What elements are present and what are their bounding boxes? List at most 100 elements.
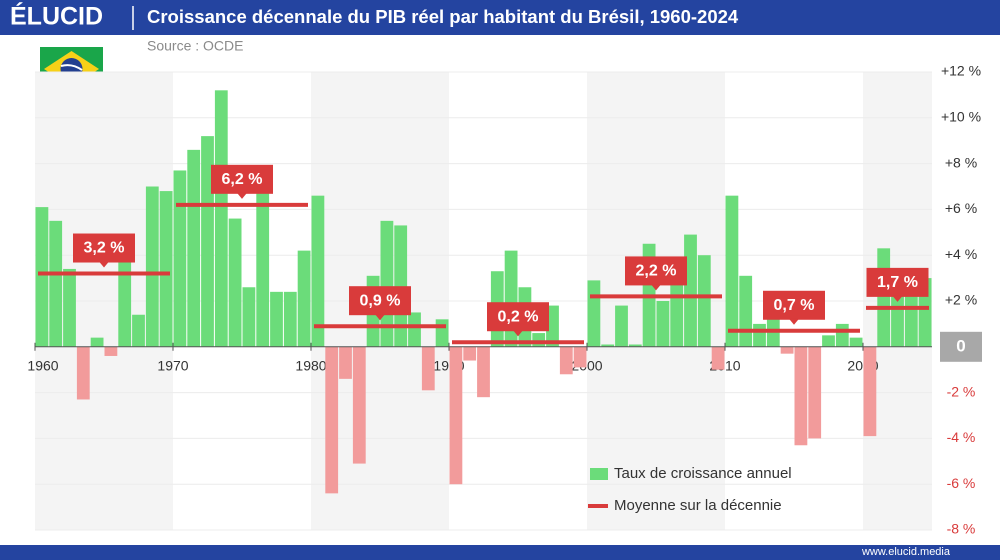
average-label-pointer [789,318,799,325]
average-label: 0,9 % [360,292,401,309]
bar [532,333,546,347]
y-tick-label: 0 [956,336,965,355]
average-label-box [349,286,411,316]
bar [794,346,808,446]
average-label: 0,7 % [774,297,815,314]
bar [477,346,490,398]
x-tick-label: 1960 [27,358,58,374]
bar [628,344,642,347]
y-tick-label: -2 % [947,383,976,399]
legend-label: Taux de croissance annuel [614,465,792,482]
average-label-box [73,233,135,263]
y-tick-label: +10 % [941,109,981,125]
bar [90,337,104,347]
bar [725,195,739,347]
zero-label-box [940,331,982,362]
bar [891,291,904,347]
bar [780,346,794,354]
bar [463,346,477,361]
average-label: 3,2 % [84,240,125,257]
average-label-pointer [237,192,247,199]
y-tick-label: -8 % [947,521,976,537]
plot: -8 % -6 % -4 % -2 % 0 +2 % +4 % +6 % +8 % +10 % +1… [27,63,982,537]
bar [339,346,352,379]
legend-label: Moyenne sur la décennie [614,497,782,514]
bar [132,314,145,347]
average-label-pointer [99,261,109,268]
footer-url: www.elucid.media [861,546,951,558]
bar [242,287,256,347]
bar [835,323,849,347]
bar [435,319,449,347]
average-label-pointer [375,314,385,321]
brand-logo: ÉLUCID [10,2,103,31]
bar [325,346,339,494]
bar [297,250,311,347]
average-label-box [625,256,687,286]
average-label-box [866,267,929,297]
y-tick-label: +6 % [945,200,977,216]
bar [449,346,463,485]
average-label: 1,7 % [877,274,918,291]
bar [228,218,242,347]
bar [145,186,159,347]
bar [808,346,822,439]
bar [421,346,435,391]
bar [311,195,325,347]
bar [739,275,753,347]
bar [615,305,628,347]
bar [711,346,725,370]
bar [283,291,297,347]
y-tick-label: +12 % [941,63,981,79]
bar [49,220,63,347]
y-tick-label: -4 % [947,429,976,445]
bar [559,346,573,375]
bar [187,149,201,347]
bar [587,280,601,347]
y-tick-label: +4 % [945,246,977,262]
bar [601,344,615,347]
bar [877,248,891,347]
bar [214,90,228,347]
bar [76,346,90,400]
bar [656,301,670,347]
bar [35,207,49,347]
average-label: 0,2 % [498,308,539,325]
bar [684,234,697,347]
bar [201,136,214,347]
bar [670,282,684,347]
bar [822,335,835,347]
average-label-pointer [892,295,903,302]
bar [546,305,559,347]
bar [697,255,711,347]
chart-title: Croissance décennale du PIB réel par hab… [147,6,739,27]
average-label-pointer [651,284,661,291]
y-tick-label: +8 % [945,154,977,170]
bar [118,262,132,347]
average-label-box [487,302,549,332]
average-label-box [211,164,273,194]
bar [104,346,118,356]
bar [256,188,270,347]
average-label-box [763,290,825,320]
y-tick-label: +2 % [945,292,977,308]
bar [352,346,366,464]
footer-bar [0,545,1000,560]
bar [573,346,587,368]
bar [904,291,918,347]
y-tick-label: -6 % [947,475,976,491]
bar [863,346,877,437]
bar [408,312,421,347]
x-tick-label: 1970 [157,358,188,374]
bar [159,191,173,347]
average-label-pointer [513,330,523,337]
x-tick-label: 1980 [295,358,326,374]
average-label: 2,2 % [636,263,677,280]
bar [753,323,766,347]
chart-subtitle: Source : OCDE [147,38,243,54]
bar [63,268,76,347]
average-label: 6,2 % [222,171,263,188]
legend-swatch [590,468,608,480]
